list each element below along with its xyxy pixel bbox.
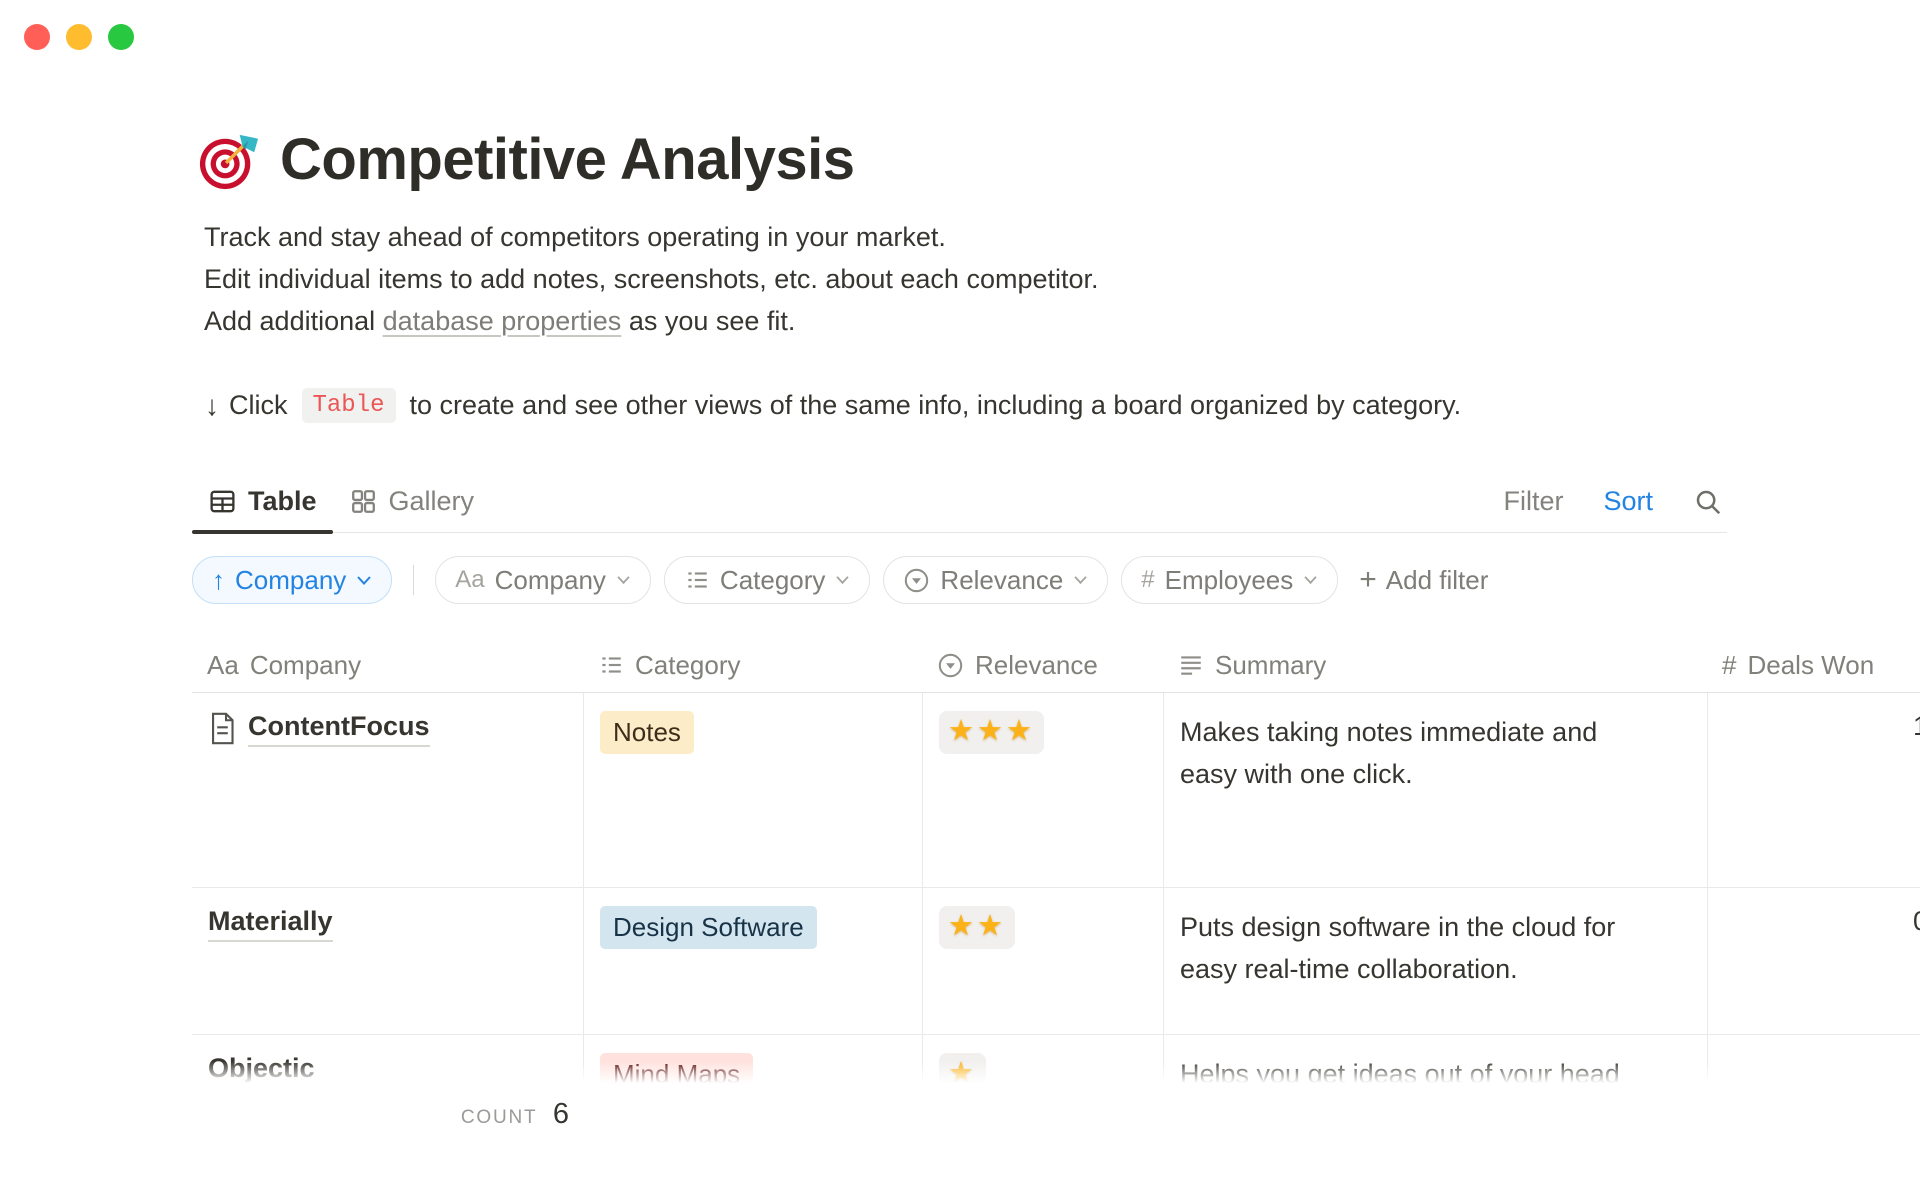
list-property-icon — [602, 657, 621, 673]
down-arrow-icon: ↓ — [205, 389, 219, 421]
dartboard-emoji-icon — [199, 134, 259, 189]
column-header-summary[interactable]: Summary — [1163, 638, 1707, 692]
chevron-down-icon — [1304, 576, 1317, 585]
count-value: 6 — [552, 1098, 569, 1130]
description-line-3: Add additional database properties as yo… — [204, 306, 796, 336]
property-chip-employees[interactable]: # Employees — [1121, 556, 1339, 604]
page-description: Track and stay ahead of competitors oper… — [204, 216, 1099, 342]
deals-won-value[interactable]: 1 — [1724, 711, 1920, 742]
view-controls: Filter Sort — [1503, 486, 1727, 517]
number-property-icon: # — [1722, 649, 1737, 680]
competitors-table: Aa Company Category Relevance Summary — [192, 638, 1920, 1087]
ascending-arrow-icon: ↑ — [212, 564, 225, 595]
table-row: Objectic Mind Maps ★ Helps you get ideas… — [192, 1035, 1920, 1087]
chevron-down-icon — [1074, 576, 1087, 585]
tab-gallery-label: Gallery — [388, 486, 475, 516]
text-lines-icon — [1181, 656, 1201, 675]
category-tag[interactable]: Mind Maps — [600, 1053, 754, 1087]
property-chip-relevance[interactable]: Relevance — [883, 556, 1109, 604]
minimize-window-button[interactable] — [66, 24, 92, 50]
sort-chip-label: Company — [235, 564, 347, 595]
callout-line: ↓ Click Table to create and see other vi… — [205, 388, 1461, 423]
chevron-down-icon — [357, 575, 372, 585]
table-row: Materially Design Software ★★ Puts desig… — [192, 888, 1920, 1035]
summary-text[interactable]: Puts design software in the cloud for ea… — [1180, 912, 1616, 984]
number-property-icon: # — [1141, 566, 1155, 593]
zoom-window-button[interactable] — [108, 24, 134, 50]
tab-table[interactable]: Table — [192, 471, 333, 534]
summary-text[interactable]: Makes taking notes immediate and easy wi… — [1180, 717, 1598, 789]
relevance-stars[interactable]: ★★ — [939, 906, 1015, 949]
select-property-icon — [938, 653, 963, 677]
summary-text[interactable]: Helps you get ideas out of your head — [1180, 1059, 1620, 1087]
plus-icon: + — [1359, 563, 1377, 596]
chips-divider — [413, 565, 415, 595]
category-tag[interactable]: Design Software — [600, 906, 817, 949]
close-window-button[interactable] — [24, 24, 50, 50]
tab-gallery[interactable]: Gallery — [333, 471, 491, 532]
table-header-row: Aa Company Category Relevance Summary — [192, 638, 1920, 693]
table-row: ContentFocus Notes ★★★ Makes taking note… — [192, 693, 1920, 888]
column-header-deals-won[interactable]: # Deals Won — [1722, 649, 1875, 680]
property-chip-company[interactable]: Aa Company — [435, 556, 651, 604]
description-line-2: Edit individual items to add notes, scre… — [204, 264, 1099, 294]
count-label: COUNT — [460, 1107, 538, 1128]
search-icon[interactable] — [1693, 487, 1723, 517]
column-header-relevance[interactable]: Relevance — [922, 638, 1163, 692]
table-body: ContentFocus Notes ★★★ Makes taking note… — [192, 693, 1920, 1087]
company-name-link[interactable]: Objectic — [208, 1053, 315, 1087]
relevance-stars[interactable]: ★★★ — [939, 711, 1044, 754]
company-name-link[interactable]: ContentFocus — [248, 711, 430, 747]
column-header-category[interactable]: Category — [583, 638, 922, 692]
text-property-icon: Aa — [207, 649, 239, 680]
table-code-chip: Table — [301, 388, 396, 423]
chevron-down-icon — [617, 576, 630, 585]
page-header: Competitive Analysis — [198, 126, 855, 193]
page-icon — [212, 712, 234, 745]
list-property-icon — [688, 572, 707, 588]
gallery-view-icon — [351, 490, 375, 513]
description-line-1: Track and stay ahead of competitors oper… — [204, 222, 946, 252]
deals-won-value[interactable]: 0 — [1724, 906, 1920, 937]
property-chip-category[interactable]: Category — [663, 556, 871, 604]
sort-button[interactable]: Sort — [1603, 486, 1653, 516]
chevron-down-icon — [836, 576, 850, 585]
table-count-footer[interactable]: COUNT 6 — [192, 1098, 583, 1131]
column-header-company[interactable]: Aa Company — [207, 649, 362, 680]
select-property-icon — [905, 568, 929, 592]
database-properties-link[interactable]: database properties — [382, 306, 622, 336]
filter-chips-bar: ↑ Company Aa Company Category Relevance … — [192, 556, 1488, 604]
text-property-icon: Aa — [455, 566, 485, 593]
tab-table-label: Table — [248, 486, 317, 516]
sort-chip-company[interactable]: ↑ Company — [192, 556, 393, 604]
view-toolbar: Table Gallery Filter Sort — [192, 471, 1727, 534]
company-name-link[interactable]: Materially — [208, 906, 333, 942]
window-controls — [24, 24, 134, 50]
page-title: Competitive Analysis — [280, 127, 855, 192]
add-filter-button[interactable]: + Add filter — [1359, 563, 1489, 596]
filter-button[interactable]: Filter — [1503, 486, 1564, 516]
relevance-stars[interactable]: ★ — [939, 1053, 986, 1087]
category-tag[interactable]: Notes — [600, 711, 694, 754]
table-view-icon — [210, 490, 235, 513]
